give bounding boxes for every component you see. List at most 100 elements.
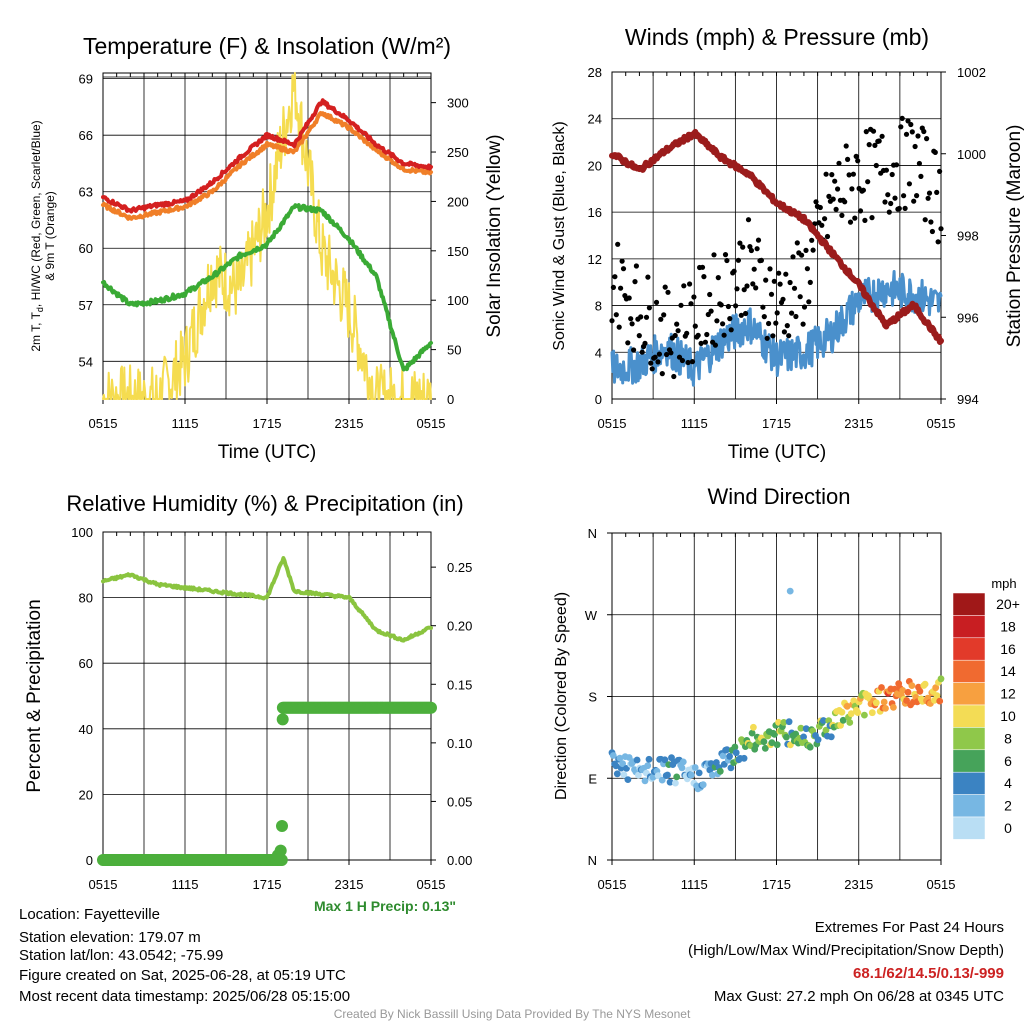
gust-point [843, 143, 849, 149]
gust-point [925, 195, 931, 201]
gust-point [681, 283, 687, 289]
gust-point [853, 153, 859, 159]
gust-point [783, 271, 789, 277]
gust-point [857, 208, 864, 214]
y-axis-label: Sonic Wind & Gust (Blue, Black) [551, 121, 568, 350]
gust-point [822, 216, 828, 222]
legend-swatch [952, 592, 986, 616]
gust-point [728, 327, 734, 333]
x-tick-label: 2315 [335, 416, 364, 431]
direction-point [760, 738, 768, 746]
gust-point [865, 179, 871, 185]
gust-point [804, 266, 811, 272]
gust-point [926, 190, 933, 196]
gust-point [689, 359, 696, 365]
gust-point [754, 246, 760, 252]
gust-point [842, 199, 848, 205]
gust-point [721, 332, 727, 338]
direction-point [679, 758, 687, 766]
gust-point [702, 339, 709, 345]
direction-point [649, 773, 657, 781]
info-latlon: Station lat/lon: 43.0542; -75.99 [19, 947, 224, 964]
y2-tick-label: 998 [957, 229, 979, 244]
gust-point [922, 217, 928, 223]
direction-point [932, 684, 940, 692]
gust-point [888, 200, 894, 207]
gust-point [793, 313, 799, 320]
gust-point [855, 158, 861, 164]
y2-tick-label: 200 [447, 194, 469, 209]
direction-point [635, 771, 642, 779]
gust-point [909, 129, 915, 135]
direction-point [612, 762, 620, 770]
direction-point [837, 721, 844, 729]
gust-point [885, 192, 891, 198]
gust-point [699, 264, 706, 270]
direction-point [937, 675, 945, 683]
direction-point [890, 704, 897, 711]
x-tick-label: 1115 [681, 416, 708, 431]
direction-point [713, 759, 720, 766]
direction-point [673, 773, 681, 781]
direction-point [806, 743, 814, 751]
gust-point [869, 215, 875, 221]
gust-point [839, 212, 845, 218]
gust-point [898, 124, 904, 130]
legend-label: 10 [1000, 708, 1016, 724]
gust-point [823, 171, 829, 177]
gust-point [628, 316, 634, 322]
gust-point [905, 118, 911, 124]
direction-point [750, 723, 757, 731]
gust-point [701, 274, 707, 280]
gust-point [806, 299, 812, 305]
gust-point [751, 266, 757, 272]
gust-point [902, 205, 908, 211]
gust-point [761, 314, 767, 320]
direction-point [882, 705, 889, 712]
extremes-max-gust: Max Gust: 27.2 mph On 06/28 at 0345 UTC [713, 988, 1004, 1005]
gust-point [740, 244, 746, 250]
y2-tick-label: 0 [447, 392, 454, 407]
series-station-pressure [609, 128, 944, 345]
direction-point [723, 746, 731, 753]
gust-point [763, 277, 769, 283]
gust-point [789, 310, 795, 316]
legend-swatch [952, 816, 986, 840]
y-tick-label: 4 [595, 345, 602, 360]
gust-point [685, 359, 691, 366]
gust-point [743, 310, 749, 317]
y2-tick-label: 50 [447, 343, 461, 358]
direction-point [613, 770, 621, 778]
gust-point [914, 193, 920, 199]
y-axis-label-line2: & 9m T (Orange) [43, 191, 57, 281]
y-tick-label: 66 [79, 128, 93, 143]
y2-tick-label: 300 [447, 96, 469, 111]
direction-point [921, 680, 929, 688]
direction-point [908, 682, 916, 689]
precip-annotation: Max 1 H Precip: 0.13" [314, 898, 456, 914]
gust-point [735, 257, 742, 263]
gust-point [638, 314, 644, 320]
gust-point [846, 172, 852, 178]
direction-point [847, 710, 855, 718]
extremes-values: 68.1/62/14.5/0.13/-999 [853, 965, 1004, 982]
legend-swatch [952, 637, 986, 661]
credit-line: Created By Nick Bassill Using Data Provi… [333, 1007, 691, 1021]
direction-point [620, 771, 628, 779]
info-recent: Most recent data timestamp: 2025/06/28 0… [19, 988, 351, 1005]
gust-point [695, 332, 701, 338]
gust-point [912, 143, 918, 150]
direction-point [664, 771, 671, 779]
direction-point [846, 719, 854, 726]
gust-point [687, 281, 693, 287]
precip-point [274, 844, 287, 857]
y2-tick-label: 250 [447, 145, 469, 160]
x-tick-label: 0515 [417, 877, 446, 892]
gust-point [731, 268, 737, 274]
legend-label: 14 [1000, 663, 1016, 679]
direction-point [691, 764, 699, 771]
series-relative-humidity [101, 556, 433, 643]
direction-point [792, 730, 800, 738]
gust-point [609, 318, 615, 324]
gust-point [928, 219, 934, 225]
